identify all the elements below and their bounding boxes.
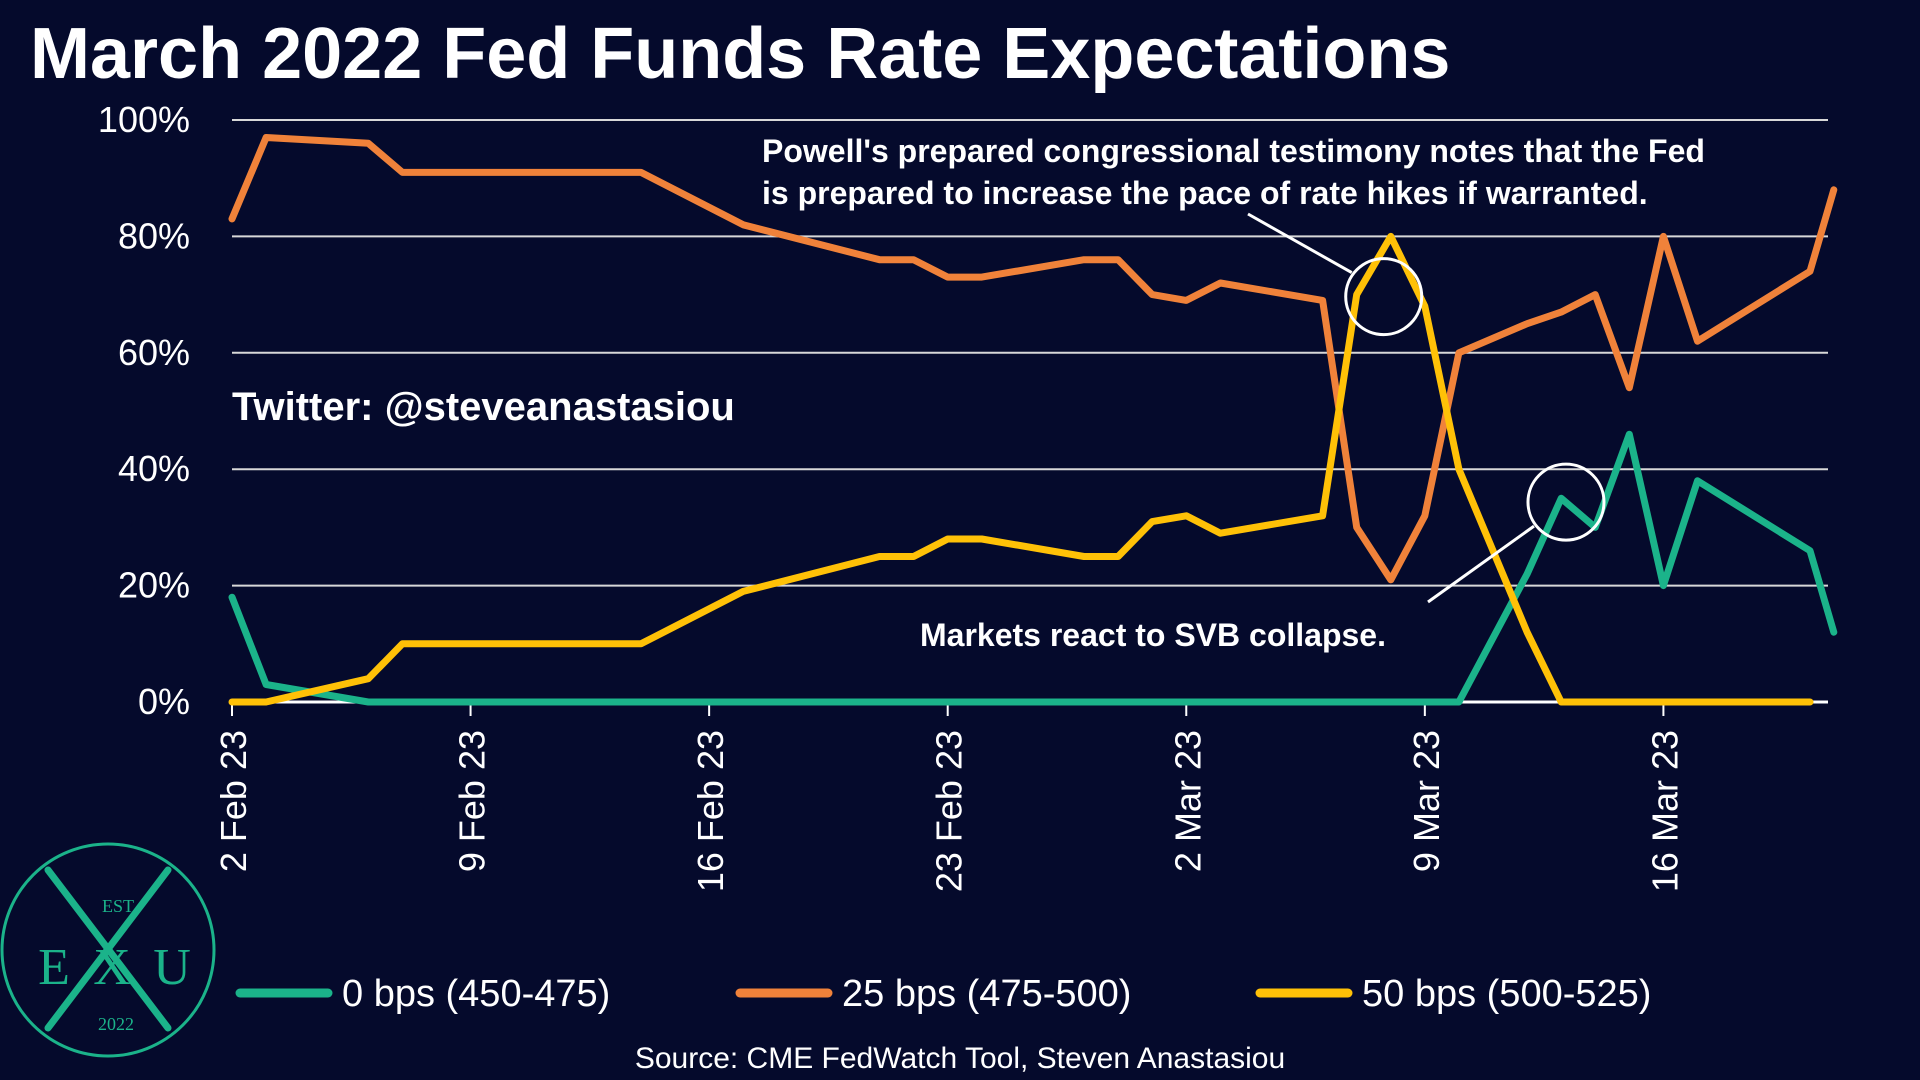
chart-title: March 2022 Fed Funds Rate Expectations	[30, 14, 1450, 94]
legend-label-1: 25 bps (475-500)	[842, 973, 1131, 1015]
annotation-text-powell: is prepared to increase the pace of rate…	[762, 175, 1648, 211]
annotation-text-powell: Powell's prepared congressional testimon…	[762, 133, 1705, 169]
x-tick-label: 16 Mar 23	[1644, 730, 1685, 892]
x-tick-label: 2 Mar 23	[1167, 730, 1208, 872]
series-line-1	[228, 134, 1838, 584]
legend: 0 bps (450-475) 25 bps (475-500) 50 bps (5…	[235, 973, 1651, 1015]
logo-est: EST	[102, 896, 134, 916]
x-tick-label: 9 Feb 23	[452, 730, 493, 872]
x-tick-label: 23 Feb 23	[929, 730, 970, 892]
logo-ring	[0, 842, 216, 1058]
legend-label-0: 0 bps (450-475)	[342, 973, 610, 1015]
annotation-circle-svb	[1526, 462, 1606, 542]
series-lines	[228, 134, 1838, 706]
annotation-text-svb: Markets react to SVB collapse.	[920, 617, 1386, 653]
series-line-0	[228, 430, 1838, 706]
y-tick-label: 100%	[98, 99, 190, 140]
source-note: Source: CME FedWatch Tool, Steven Anasta…	[635, 1042, 1285, 1075]
x-tick-label: 9 Mar 23	[1406, 730, 1447, 872]
annotation-line-powell	[1247, 212, 1353, 274]
logo-swoosh-b	[44, 866, 172, 1032]
y-tick-label: 80%	[118, 215, 190, 256]
watermark: Twitter: @steveanastasiou	[232, 385, 735, 429]
y-axis: 0% 20% 40% 60% 80% 100%	[98, 99, 190, 722]
logo-letter-u: U	[153, 939, 191, 996]
logo-year: 2022	[98, 1014, 134, 1034]
y-tick-label: 0%	[138, 681, 190, 722]
x-axis: 2 Feb 23 9 Feb 23 16 Feb 23 23 Feb 23 2 Mar …	[213, 702, 1685, 892]
y-tick-label: 40%	[118, 448, 190, 489]
x-tick-label: 2 Feb 23	[213, 730, 254, 872]
x-tick-label: 16 Feb 23	[690, 730, 731, 892]
series-line-2	[228, 232, 1814, 706]
exu-logo: EST E X U 2022	[0, 842, 216, 1058]
logo-letter-x: X	[93, 939, 131, 996]
annotations: Powell's prepared congressional testimon…	[762, 133, 1705, 653]
annotation-line-svb	[1427, 524, 1535, 604]
logo-letter-e: E	[38, 939, 70, 996]
y-tick-label: 60%	[118, 332, 190, 373]
legend-label-2: 50 bps (500-525)	[1362, 973, 1651, 1015]
y-tick-label: 20%	[118, 565, 190, 606]
annotation-circle-powell	[1344, 257, 1424, 337]
